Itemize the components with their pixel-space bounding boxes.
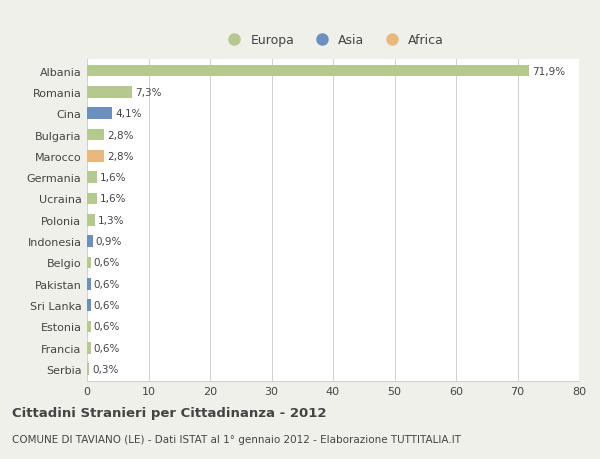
Bar (87, 87, 132, 99)
Text: 1,6%: 1,6% (100, 173, 127, 183)
Bar (87, 66, 529, 77)
Bar (87, 364, 89, 375)
Text: 2,8%: 2,8% (107, 130, 134, 140)
Text: 0,6%: 0,6% (94, 343, 120, 353)
Bar (87, 108, 112, 120)
Bar (87, 342, 91, 354)
Text: 0,6%: 0,6% (94, 258, 120, 268)
Text: 1,3%: 1,3% (98, 215, 125, 225)
Text: 0,6%: 0,6% (94, 322, 120, 332)
Bar (87, 257, 91, 269)
Bar (87, 214, 95, 226)
Text: Cittadini Stranieri per Cittadinanza - 2012: Cittadini Stranieri per Cittadinanza - 2… (12, 406, 326, 419)
Bar (87, 193, 97, 205)
Text: 4,1%: 4,1% (115, 109, 142, 119)
Text: 7,3%: 7,3% (135, 88, 161, 98)
Text: 1,6%: 1,6% (100, 194, 127, 204)
Bar (87, 236, 92, 247)
Text: 2,8%: 2,8% (107, 151, 134, 162)
Bar (87, 129, 104, 141)
Bar (87, 151, 104, 162)
Text: 0,6%: 0,6% (94, 301, 120, 310)
Text: COMUNE DI TAVIANO (LE) - Dati ISTAT al 1° gennaio 2012 - Elaborazione TUTTITALIA: COMUNE DI TAVIANO (LE) - Dati ISTAT al 1… (12, 434, 461, 444)
Bar (87, 172, 97, 184)
Legend: Europa, Asia, Africa: Europa, Asia, Africa (222, 34, 444, 47)
Bar (87, 321, 91, 333)
Text: 0,9%: 0,9% (95, 236, 122, 246)
Bar (87, 278, 91, 290)
Text: 71,9%: 71,9% (532, 67, 565, 76)
Bar (87, 300, 91, 311)
Text: 0,6%: 0,6% (94, 279, 120, 289)
Text: 0,3%: 0,3% (92, 364, 118, 374)
